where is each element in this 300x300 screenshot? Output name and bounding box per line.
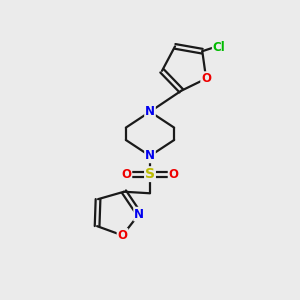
Text: N: N xyxy=(134,208,144,220)
Text: Cl: Cl xyxy=(213,41,225,54)
Text: N: N xyxy=(145,149,155,162)
Text: N: N xyxy=(145,105,155,118)
Text: O: O xyxy=(169,168,178,181)
Text: O: O xyxy=(122,168,131,181)
Text: O: O xyxy=(201,72,211,85)
Text: O: O xyxy=(118,229,128,242)
Text: S: S xyxy=(145,167,155,181)
